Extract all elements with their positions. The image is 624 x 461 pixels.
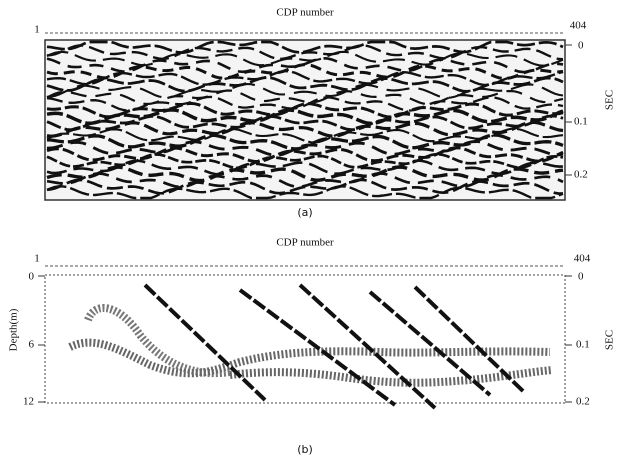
diffraction-line (368, 290, 492, 397)
seismic-trace (46, 44, 564, 61)
seismic-trace (46, 50, 564, 67)
seismic-section (44, 39, 566, 201)
seismic-trace (46, 76, 564, 93)
left-tick-label: 12 (23, 396, 34, 408)
caption: (b) (297, 443, 313, 456)
diffraction-line (143, 283, 267, 402)
left-axis-label: Depth(m) (8, 308, 20, 351)
panel-title: CDP number (276, 7, 334, 19)
section-frame (44, 274, 566, 404)
x-end-label: 404 (570, 20, 587, 32)
seismic-trace (46, 69, 564, 87)
seismic-trace (46, 89, 564, 106)
diffraction-line (298, 283, 437, 410)
left-tick-label: 6 (29, 339, 35, 351)
seismic-trace (46, 95, 564, 112)
panel-title: CDP number (276, 237, 334, 249)
seismic-trace (46, 120, 564, 138)
right-tick-label: 0 (578, 271, 584, 283)
seismic-trace (46, 178, 564, 195)
seismic-trace (46, 56, 564, 74)
seismic-trace (46, 159, 563, 176)
right-tick-label: 0 (578, 40, 584, 52)
seismic-trace (46, 63, 564, 81)
x-start-label: 1 (34, 24, 40, 36)
diffraction-line (238, 288, 397, 407)
seismic-trace (46, 108, 564, 126)
diffraction-line (413, 285, 527, 395)
seismic-trace (46, 146, 564, 163)
left-tick-label: 0 (29, 271, 35, 283)
seismic-trace (46, 82, 564, 99)
right-axis-label: SEC (604, 90, 616, 110)
right-tick-label: 0.1 (574, 116, 588, 128)
seismic-trace (46, 127, 564, 144)
interpreted-section (68, 283, 553, 410)
seismic-trace (46, 101, 564, 119)
reflector-band (68, 338, 551, 378)
seismic-trace (46, 185, 564, 200)
right-axis-label: SEC (604, 330, 616, 350)
x-end-label: 404 (574, 253, 591, 265)
right-tick-label: 0.1 (576, 339, 590, 351)
right-tick-label: 0.2 (576, 396, 590, 408)
reflector-band (84, 304, 231, 378)
right-tick-label: 0.2 (574, 169, 588, 181)
caption: (a) (297, 206, 312, 219)
x-start-label: 1 (34, 253, 40, 265)
seismic-trace (46, 139, 564, 157)
seismic-trace (46, 165, 564, 183)
